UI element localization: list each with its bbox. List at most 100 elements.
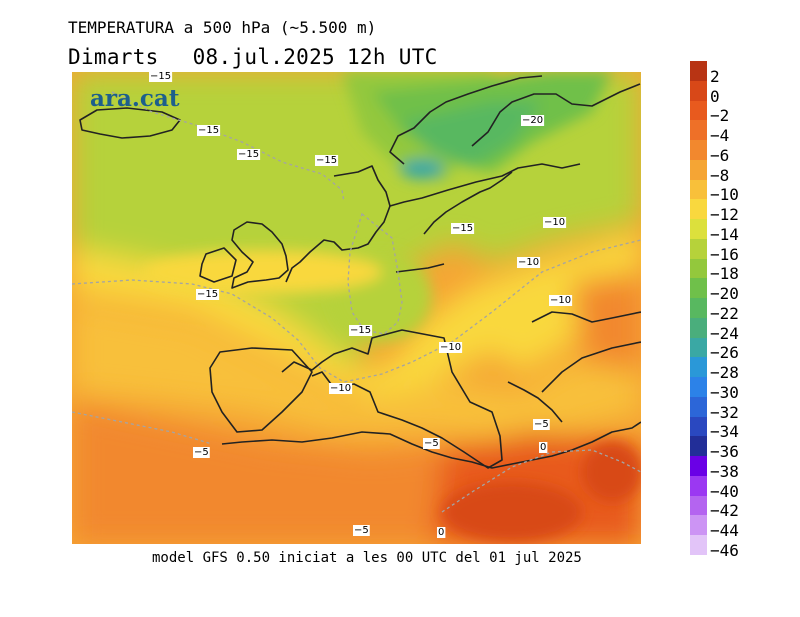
svg-text:−10: −10 bbox=[440, 342, 461, 353]
svg-text:−10: −10 bbox=[550, 295, 571, 306]
coastlines bbox=[79, 75, 641, 469]
legend-swatch bbox=[690, 357, 707, 378]
svg-text:−5: −5 bbox=[424, 438, 439, 449]
contour-label: −5 bbox=[533, 419, 550, 430]
contour-label: −20 bbox=[521, 115, 545, 126]
legend-swatch bbox=[690, 120, 707, 141]
map-title: TEMPERATURA a 500 hPa (~5.500 m) bbox=[68, 18, 377, 37]
legend-swatch bbox=[690, 80, 707, 101]
contour-label: −5 bbox=[193, 447, 210, 458]
svg-text:−5: −5 bbox=[354, 525, 369, 536]
legend-swatch bbox=[690, 159, 707, 181]
legend-value: −30 bbox=[710, 382, 739, 402]
contour-label: −10 bbox=[543, 217, 567, 228]
legend-swatch bbox=[690, 377, 707, 398]
svg-text:−15: −15 bbox=[452, 223, 473, 234]
contour-label: −10 bbox=[439, 342, 463, 353]
legend-value: 0 bbox=[710, 86, 720, 106]
svg-text:−10: −10 bbox=[518, 257, 539, 268]
contour-label: −15 bbox=[196, 289, 220, 300]
legend-swatch bbox=[690, 100, 707, 121]
legend-swatch bbox=[690, 298, 707, 319]
legend-value: −6 bbox=[710, 145, 730, 165]
svg-text:−15: −15 bbox=[316, 155, 337, 166]
model-info: model GFS 0.50 iniciat a les 00 UTC del … bbox=[152, 550, 582, 566]
legend-value: −44 bbox=[710, 521, 739, 541]
svg-text:−15: −15 bbox=[350, 325, 371, 336]
contour-label: −10 bbox=[517, 257, 541, 268]
svg-text:−10: −10 bbox=[330, 383, 351, 394]
contour-label: 0 bbox=[539, 442, 548, 453]
legend-swatch bbox=[690, 535, 707, 556]
legend-value: −46 bbox=[710, 541, 739, 560]
legend-value: −40 bbox=[710, 481, 739, 501]
legend-swatch bbox=[690, 179, 707, 200]
forecast-hour: 12h UTC bbox=[346, 45, 438, 69]
legend-swatch bbox=[690, 317, 707, 339]
contour-label: 0 bbox=[437, 527, 446, 538]
svg-text:−15: −15 bbox=[197, 289, 218, 300]
legend-value: −12 bbox=[710, 205, 739, 225]
contour-labels: −15 −15 −15 −15 −20 −15 −10 −15 −10 −10 −15 −10 −10 −… bbox=[149, 72, 573, 538]
legend-value: −38 bbox=[710, 461, 739, 481]
contour-label: −15 bbox=[451, 223, 475, 234]
svg-text:0: 0 bbox=[438, 527, 444, 538]
legend-swatch bbox=[690, 495, 707, 516]
contour-label: −10 bbox=[549, 295, 573, 306]
contour-label: −5 bbox=[353, 525, 370, 536]
legend-value: −34 bbox=[710, 422, 739, 442]
contour-label: −5 bbox=[423, 438, 440, 449]
legend-value: −18 bbox=[710, 264, 739, 284]
legend-value: −22 bbox=[710, 303, 739, 323]
legend-swatch bbox=[690, 337, 707, 358]
legend-swatch bbox=[690, 238, 707, 260]
contour-label: −10 bbox=[329, 383, 353, 394]
temperature-field bbox=[72, 72, 641, 544]
legend-value: −2 bbox=[710, 106, 730, 126]
legend-swatch bbox=[690, 436, 707, 457]
legend-swatch bbox=[690, 199, 707, 220]
legend-value: −32 bbox=[710, 402, 739, 422]
legend-value: −24 bbox=[710, 323, 739, 343]
legend-value: −20 bbox=[710, 284, 739, 304]
legend-value: −42 bbox=[710, 501, 739, 521]
forecast-time: Dimarts 08.jul.2025 12h UTC bbox=[68, 45, 438, 69]
legend-swatch bbox=[690, 258, 707, 279]
legend-swatch bbox=[690, 475, 707, 497]
legend-value: −36 bbox=[710, 442, 739, 462]
legend-swatch bbox=[690, 396, 707, 418]
svg-text:−10: −10 bbox=[544, 217, 565, 228]
contour-label: −15 bbox=[315, 155, 339, 166]
svg-text:0: 0 bbox=[540, 442, 546, 453]
ara-cat-logo: ara.cat bbox=[90, 85, 180, 112]
svg-text:−15: −15 bbox=[198, 125, 219, 136]
legend-swatch bbox=[690, 219, 707, 240]
forecast-date: 08.jul.2025 bbox=[192, 45, 335, 69]
contour-label: −15 bbox=[197, 125, 221, 136]
legend-value: −28 bbox=[710, 363, 739, 383]
temperature-map: −15 −15 −15 −15 −20 −15 −10 −15 −10 −10 −15 −10 −10 −… bbox=[72, 72, 641, 544]
legend-swatch bbox=[690, 140, 707, 161]
temperature-contours bbox=[72, 91, 641, 513]
svg-text:−5: −5 bbox=[194, 447, 209, 458]
svg-text:−20: −20 bbox=[522, 115, 543, 126]
legend-value: −8 bbox=[710, 165, 730, 185]
legend-value: −14 bbox=[710, 224, 739, 244]
legend-value: −16 bbox=[710, 244, 739, 264]
legend-value: −26 bbox=[710, 343, 739, 363]
contour-label: −15 bbox=[349, 325, 373, 336]
legend-swatch bbox=[690, 278, 707, 299]
svg-text:−5: −5 bbox=[534, 419, 549, 430]
forecast-day: Dimarts bbox=[68, 45, 159, 69]
legend-swatch bbox=[690, 61, 707, 82]
svg-text:−15: −15 bbox=[150, 72, 171, 82]
legend-swatch bbox=[690, 456, 707, 477]
color-legend bbox=[690, 61, 707, 556]
contour-label: −15 bbox=[237, 149, 261, 160]
legend-value: 2 bbox=[710, 66, 720, 86]
legend-swatch bbox=[690, 416, 707, 437]
svg-text:−15: −15 bbox=[238, 149, 259, 160]
legend-value: −4 bbox=[710, 126, 730, 146]
legend-value: −10 bbox=[710, 185, 739, 205]
legend-swatch bbox=[690, 515, 707, 536]
